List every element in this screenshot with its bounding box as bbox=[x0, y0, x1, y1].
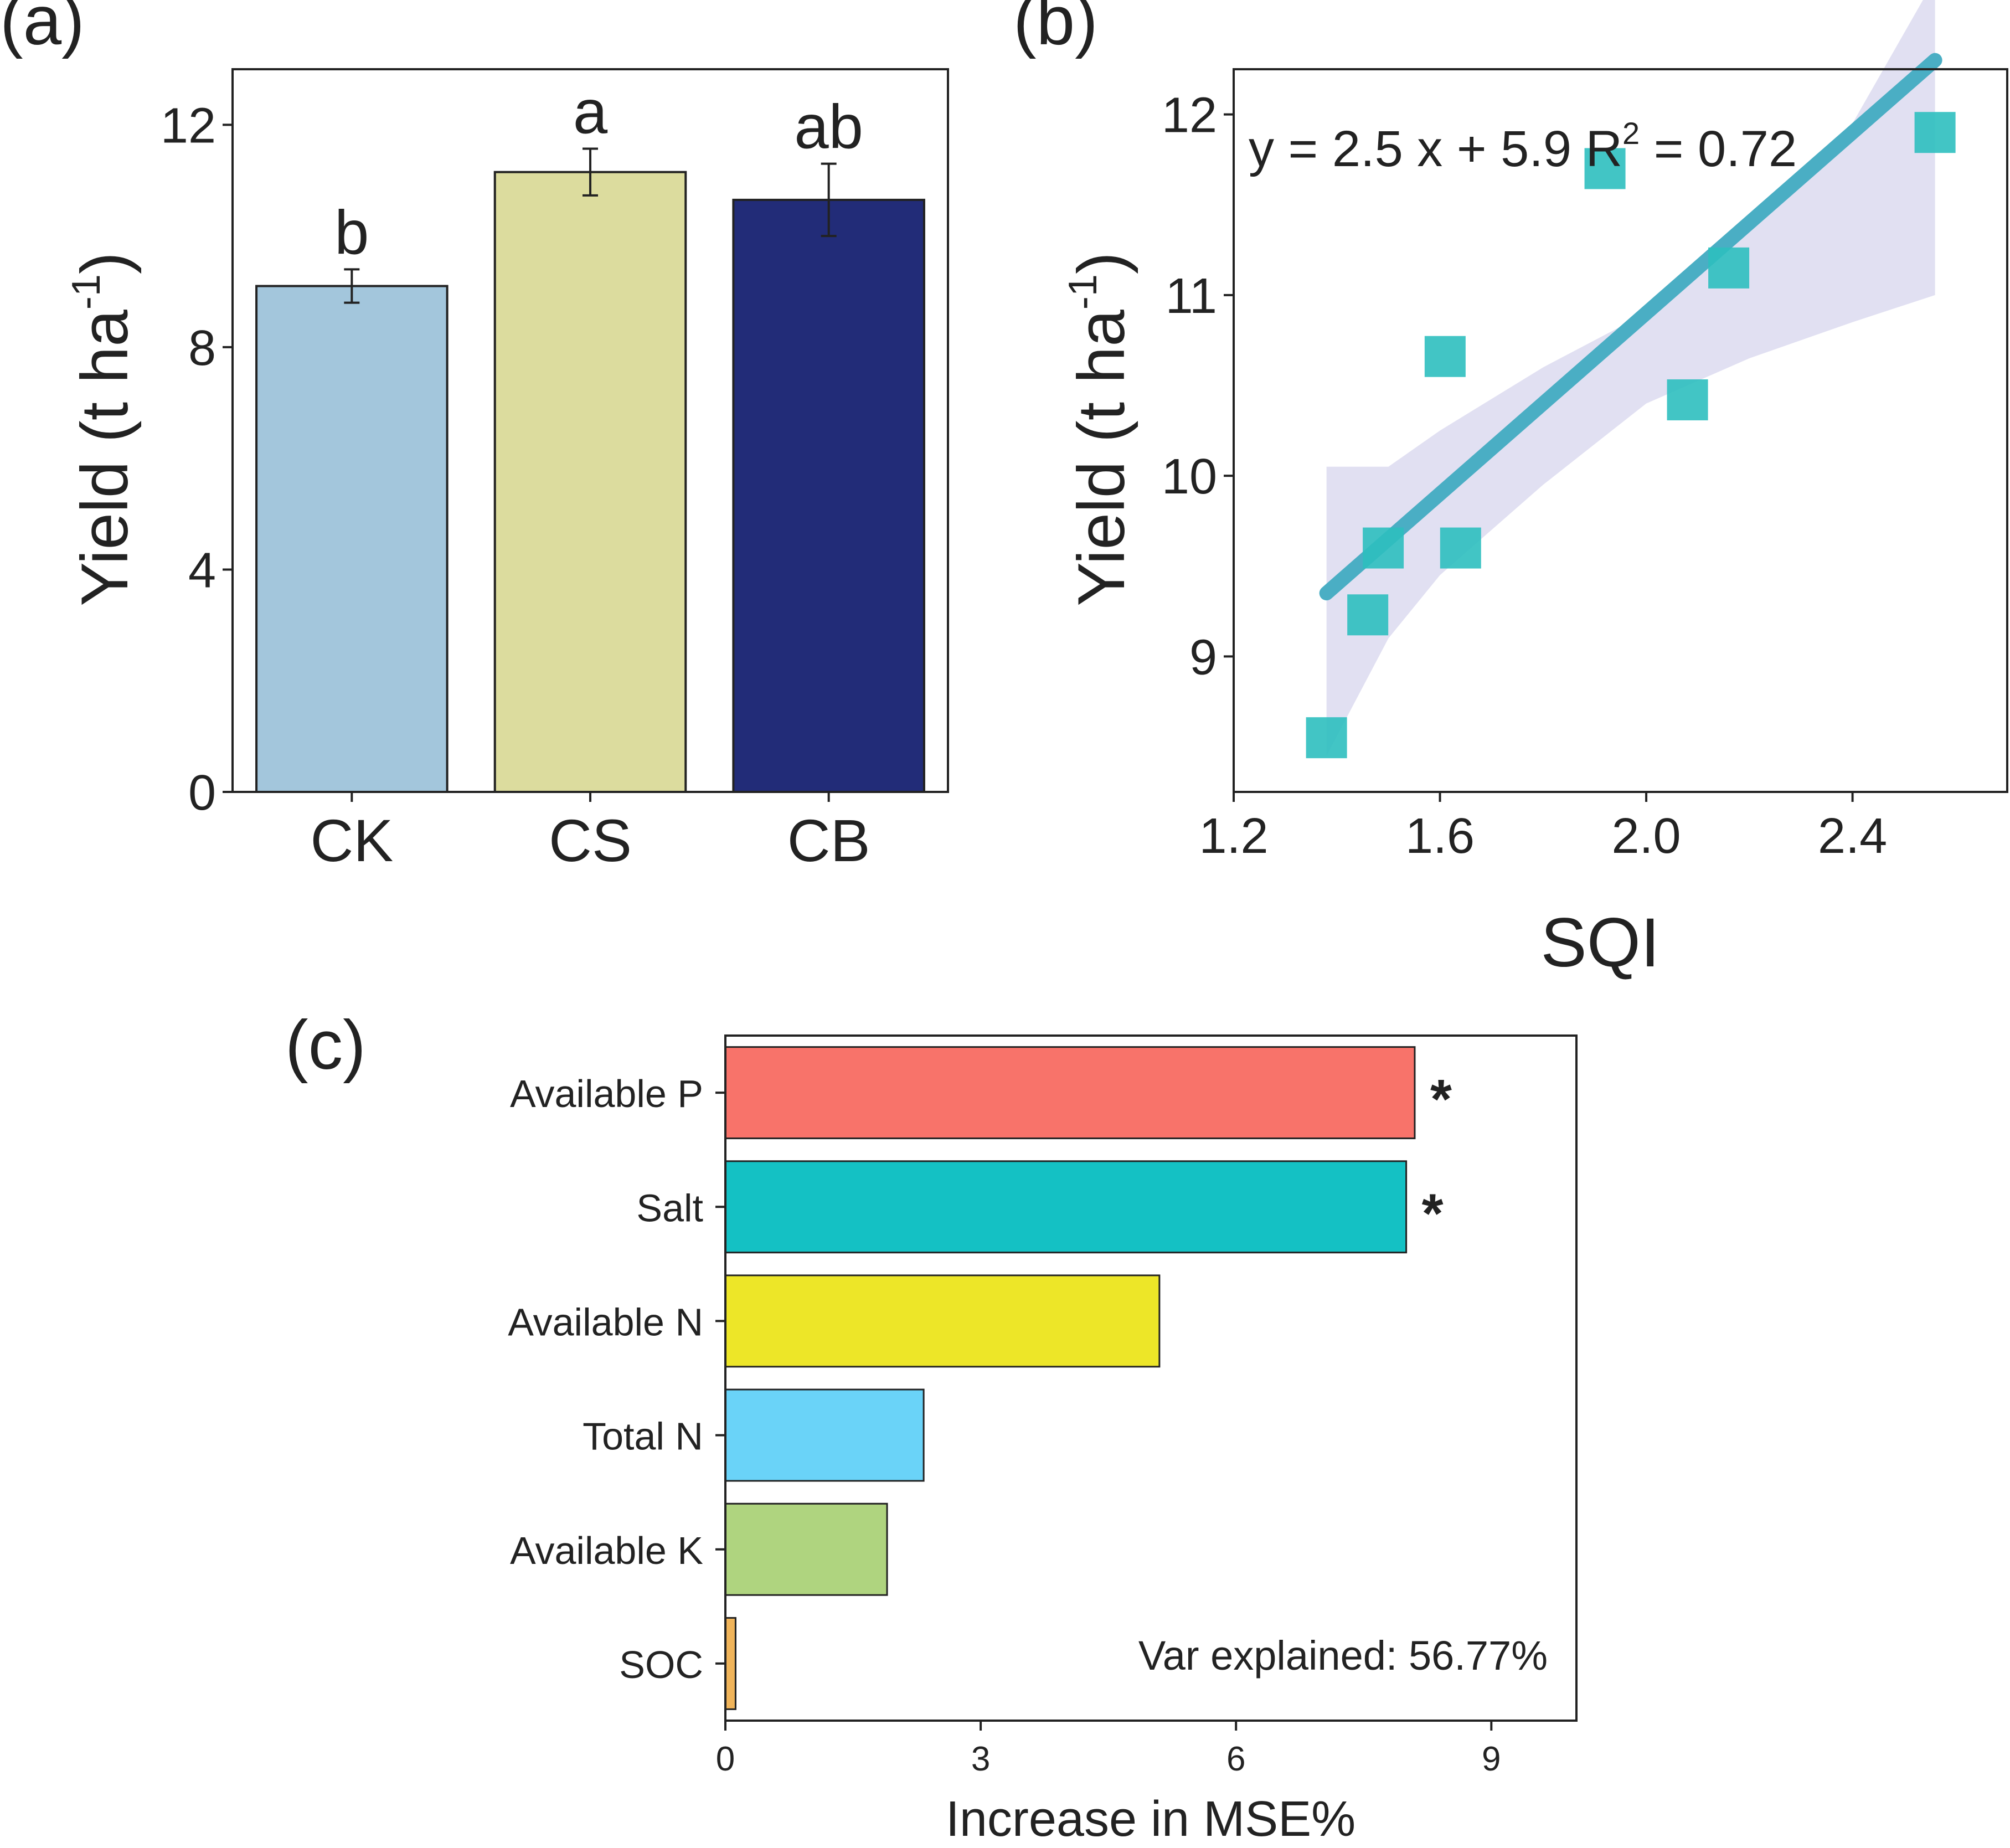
y-axis-title: Yield (t ha-1) bbox=[64, 252, 142, 606]
y-axis-title-close: ) bbox=[68, 252, 142, 274]
scatter-point bbox=[1440, 527, 1481, 569]
x-tick-label: 1.6 bbox=[1405, 809, 1475, 864]
significance-letter-cb: ab bbox=[794, 92, 863, 162]
y-tick-label: SOC bbox=[619, 1643, 703, 1686]
panel-b-scatter-chart: (b) y = 2.5 x + 5.9 R2 = 0.72 9 10 11 12 1.… bbox=[1013, 0, 2008, 981]
significance-star: * bbox=[1430, 1068, 1452, 1130]
y-axis-title-main: Yield (t ha bbox=[68, 310, 142, 606]
significance-stars: ** bbox=[1422, 1068, 1452, 1244]
x-tick-label: 1.2 bbox=[1199, 809, 1268, 864]
bar-ck bbox=[255, 285, 449, 793]
y-tick-label: 10 bbox=[1162, 449, 1217, 505]
x-tick-label: 0 bbox=[716, 1740, 735, 1778]
panel-c-label: (c) bbox=[285, 1007, 366, 1084]
y-tick-label: 9 bbox=[1189, 630, 1217, 685]
equation-right: = 0.72 bbox=[1640, 121, 1797, 177]
importance-bar bbox=[724, 1046, 1416, 1140]
y-tick-label: 4 bbox=[188, 543, 216, 598]
var-explained-annotation: Var explained: 56.77% bbox=[1138, 1633, 1548, 1679]
scatter-point bbox=[1914, 112, 1956, 153]
x-axis-ticks: CK CS CB bbox=[310, 792, 870, 874]
x-tick-label: 3 bbox=[971, 1740, 990, 1778]
y-tick-label: Available N bbox=[508, 1300, 703, 1343]
y-axis-title-sup: -1 bbox=[1061, 274, 1105, 310]
y-axis-ticks: 9 10 11 12 bbox=[1162, 88, 1234, 685]
y-axis-title: Yield (t ha-1) bbox=[1061, 252, 1138, 606]
y-tick-label: 11 bbox=[1166, 269, 1217, 324]
x-axis-title: Increase in MSE% bbox=[946, 1792, 1356, 1847]
error-bars bbox=[344, 147, 837, 304]
y-tick-label: 12 bbox=[161, 98, 216, 153]
scatter-points bbox=[1306, 112, 1956, 759]
x-axis-ticks: 1.2 1.6 2.0 2.4 bbox=[1199, 792, 1887, 864]
equation-left: y = 2.5 x + 5.9 R bbox=[1249, 121, 1622, 177]
y-tick-label: Salt bbox=[636, 1186, 703, 1229]
x-tick-label: CS bbox=[549, 807, 632, 874]
importance-bar bbox=[724, 1388, 925, 1482]
y-tick-label: Total N bbox=[583, 1415, 703, 1458]
y-tick-label: 12 bbox=[1162, 88, 1217, 143]
y-axis-ticks: 0 4 8 12 bbox=[161, 98, 233, 821]
x-axis-ticks: 0 3 6 9 bbox=[716, 1721, 1501, 1778]
scatter-point bbox=[1306, 717, 1347, 759]
confidence-band bbox=[1326, 0, 1935, 756]
significance-star: * bbox=[1422, 1182, 1444, 1244]
y-tick-label: Available P bbox=[510, 1072, 703, 1115]
y-tick-label: 0 bbox=[188, 765, 216, 821]
y-tick-label: 8 bbox=[188, 321, 216, 376]
significance-letters: b a ab bbox=[334, 78, 863, 267]
y-axis-title-sup: -1 bbox=[64, 274, 109, 310]
significance-letter-cs: a bbox=[573, 78, 608, 147]
panel-b-label: (b) bbox=[1013, 0, 1098, 59]
y-axis-title-close: ) bbox=[1064, 252, 1138, 274]
importance-bar bbox=[724, 1617, 736, 1710]
x-tick-label: 2.4 bbox=[1818, 809, 1887, 864]
panel-a-bar-chart: (a) b a ab 0 4 8 12 CK CS CB Yield (t ha-1) bbox=[0, 0, 949, 874]
significance-letter-ck: b bbox=[334, 198, 369, 267]
scatter-point bbox=[1363, 527, 1404, 569]
panel-a-label: (a) bbox=[0, 0, 85, 59]
y-tick-label: Available K bbox=[510, 1529, 703, 1572]
importance-bars bbox=[724, 1046, 1416, 1710]
equation-sup: 2 bbox=[1622, 116, 1640, 151]
regression-equation: y = 2.5 x + 5.9 R2 = 0.72 bbox=[1249, 116, 1797, 177]
bar-cs bbox=[493, 171, 687, 793]
y-axis-ticks: Available P Salt Available N Total N Availab… bbox=[508, 1072, 725, 1686]
regression-line bbox=[1319, 53, 1942, 601]
x-tick-label: 9 bbox=[1482, 1740, 1501, 1778]
x-tick-label: CB bbox=[787, 807, 870, 874]
x-axis-title: SQI bbox=[1540, 904, 1659, 981]
scatter-point bbox=[1708, 247, 1750, 289]
x-tick-label: 6 bbox=[1226, 1740, 1245, 1778]
bar-cb bbox=[732, 198, 925, 794]
x-tick-label: 2.0 bbox=[1612, 809, 1681, 864]
plot-frame bbox=[724, 1034, 1578, 1722]
scatter-point bbox=[1667, 379, 1708, 421]
x-tick-label: CK bbox=[310, 807, 393, 874]
importance-bar bbox=[724, 1160, 1408, 1254]
scatter-point bbox=[1347, 594, 1389, 636]
scatter-point bbox=[1584, 148, 1626, 189]
scatter-point bbox=[1424, 336, 1466, 377]
y-axis-title-main: Yield (t ha bbox=[1064, 310, 1138, 606]
plot-frame bbox=[1233, 68, 2008, 793]
importance-bar bbox=[724, 1274, 1161, 1368]
importance-bar bbox=[724, 1502, 888, 1596]
